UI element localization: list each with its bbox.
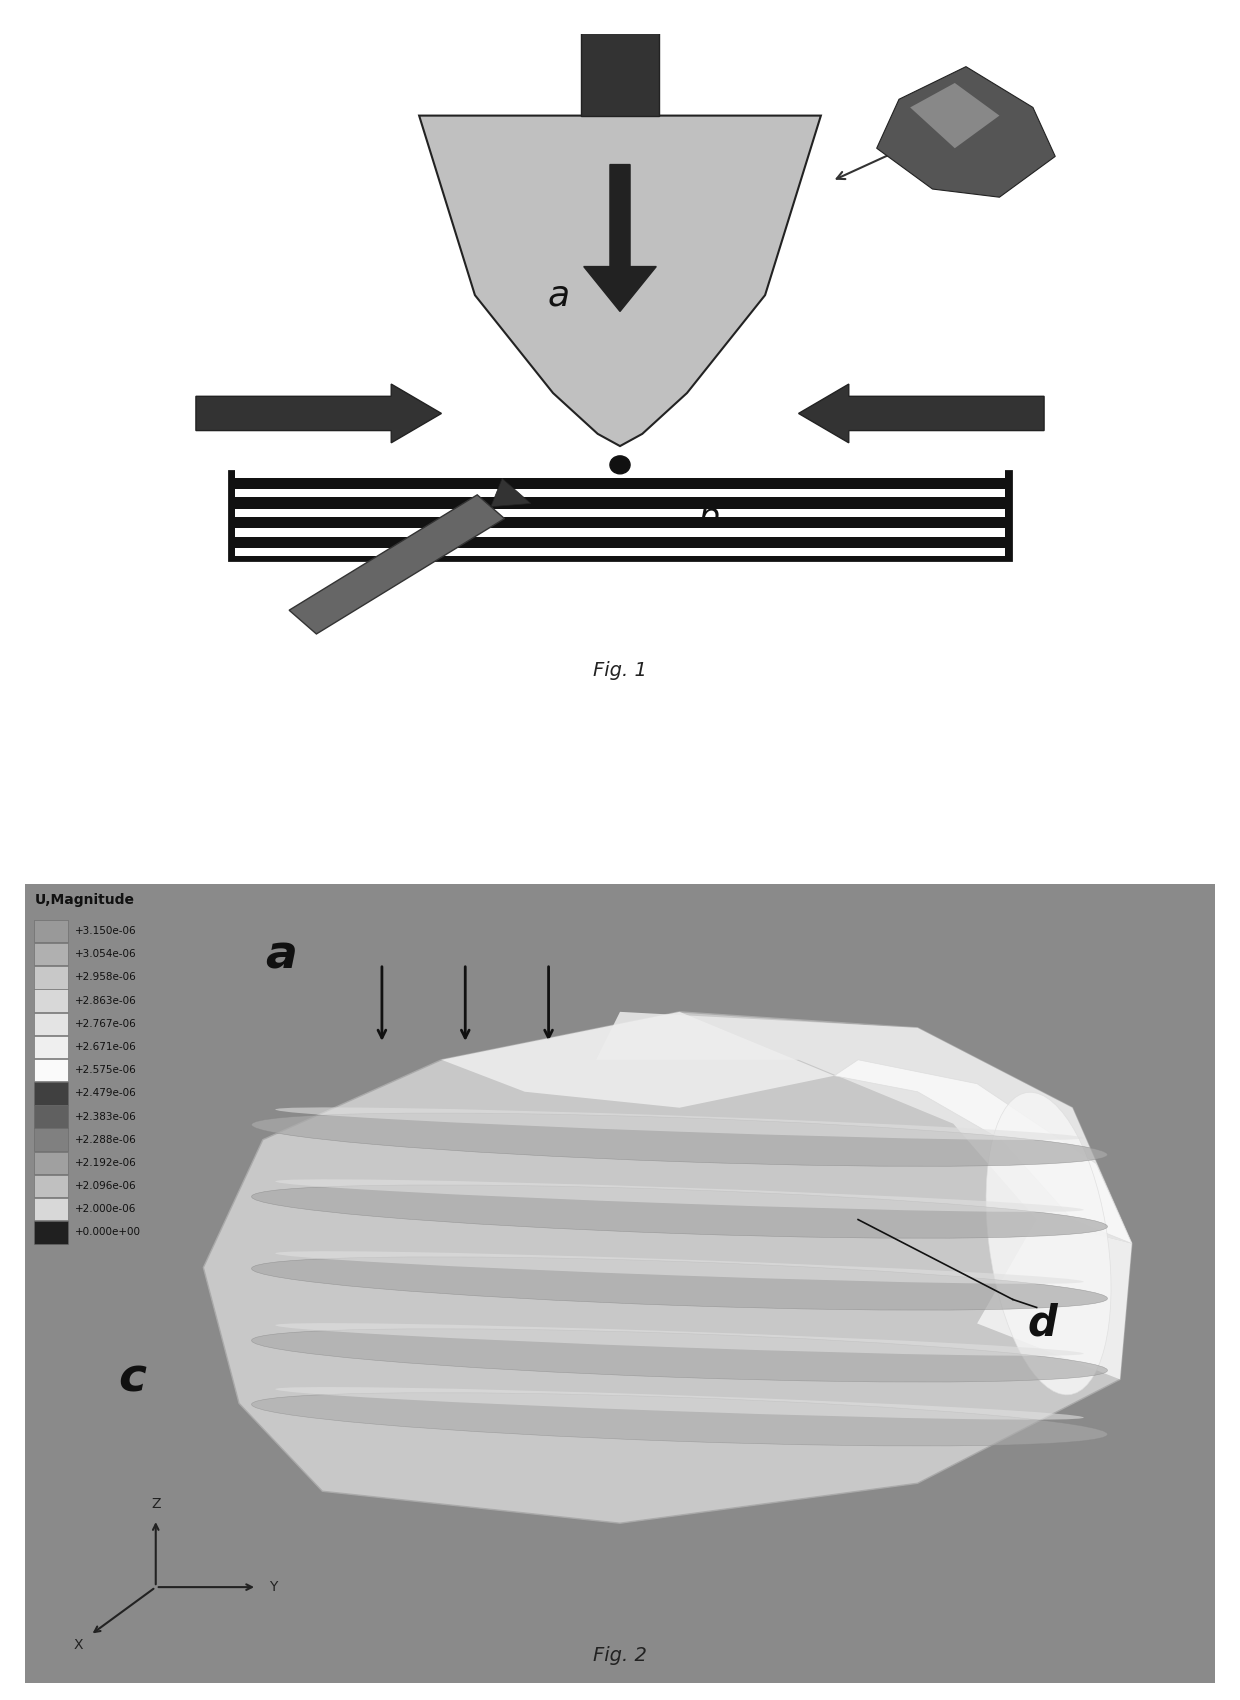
Polygon shape: [289, 495, 505, 634]
Text: +2.575e-06: +2.575e-06: [74, 1066, 136, 1074]
Bar: [229, 471, 1011, 561]
Bar: [35, 989, 68, 1012]
Polygon shape: [877, 66, 1055, 197]
Text: c: c: [118, 1357, 146, 1402]
Text: Y: Y: [269, 1579, 278, 1595]
Ellipse shape: [275, 1387, 1084, 1419]
FancyArrow shape: [584, 165, 656, 311]
Bar: [35, 1105, 68, 1127]
Text: X: X: [73, 1637, 83, 1652]
Bar: [35, 1129, 68, 1151]
Ellipse shape: [275, 1107, 1084, 1141]
Text: b: b: [698, 500, 720, 534]
FancyArrow shape: [196, 384, 441, 442]
Bar: [236, 508, 1006, 517]
Polygon shape: [910, 83, 999, 148]
Text: U,Magnitude: U,Magnitude: [35, 892, 134, 908]
Text: +2.383e-06: +2.383e-06: [74, 1112, 136, 1122]
Ellipse shape: [252, 1256, 1107, 1311]
Bar: [236, 518, 1006, 527]
Polygon shape: [203, 1012, 1132, 1523]
Bar: [35, 1035, 68, 1057]
Text: a: a: [548, 279, 569, 313]
FancyArrow shape: [799, 384, 1044, 442]
Polygon shape: [977, 1219, 1132, 1379]
Text: d: d: [1028, 1302, 1058, 1345]
Ellipse shape: [986, 1093, 1111, 1394]
Bar: [35, 1083, 68, 1105]
Polygon shape: [441, 1012, 835, 1108]
Bar: [35, 920, 68, 942]
Text: +0.000e+00: +0.000e+00: [74, 1227, 141, 1238]
Text: Fig. 2: Fig. 2: [593, 1646, 647, 1664]
Ellipse shape: [610, 456, 630, 474]
Bar: [35, 966, 68, 989]
Polygon shape: [596, 1012, 1132, 1244]
Bar: [236, 539, 1006, 546]
Bar: [236, 529, 1006, 537]
Ellipse shape: [275, 1323, 1084, 1355]
Text: +3.150e-06: +3.150e-06: [74, 927, 136, 937]
Bar: [236, 500, 1006, 507]
Polygon shape: [491, 478, 531, 507]
Bar: [236, 479, 1006, 488]
Bar: [35, 1013, 68, 1035]
Text: Fig. 1: Fig. 1: [593, 661, 647, 680]
Bar: [236, 547, 1006, 556]
Text: a: a: [265, 933, 296, 979]
Text: Z: Z: [151, 1498, 160, 1511]
Bar: [236, 490, 1006, 498]
Text: +2.958e-06: +2.958e-06: [74, 972, 136, 983]
Bar: [35, 1151, 68, 1175]
Bar: [35, 1059, 68, 1081]
Text: +3.054e-06: +3.054e-06: [74, 949, 136, 959]
Polygon shape: [419, 116, 821, 445]
Bar: [580, 17, 660, 116]
Ellipse shape: [252, 1185, 1107, 1238]
Ellipse shape: [275, 1180, 1084, 1212]
Bar: [236, 469, 1006, 478]
Bar: [35, 1175, 68, 1197]
Ellipse shape: [275, 1251, 1084, 1284]
Polygon shape: [835, 1059, 1132, 1244]
Text: +2.863e-06: +2.863e-06: [74, 996, 136, 1006]
Text: +2.096e-06: +2.096e-06: [74, 1182, 136, 1192]
Bar: [35, 944, 68, 966]
Ellipse shape: [252, 1392, 1107, 1447]
Text: +2.288e-06: +2.288e-06: [74, 1134, 136, 1144]
Ellipse shape: [252, 1329, 1107, 1382]
Text: +2.000e-06: +2.000e-06: [74, 1204, 136, 1214]
Text: +2.671e-06: +2.671e-06: [74, 1042, 136, 1052]
Text: +2.479e-06: +2.479e-06: [74, 1088, 136, 1098]
Text: +2.767e-06: +2.767e-06: [74, 1018, 136, 1028]
Bar: [35, 1221, 68, 1244]
Text: +2.192e-06: +2.192e-06: [74, 1158, 136, 1168]
Ellipse shape: [252, 1114, 1107, 1166]
Bar: [35, 1198, 68, 1221]
